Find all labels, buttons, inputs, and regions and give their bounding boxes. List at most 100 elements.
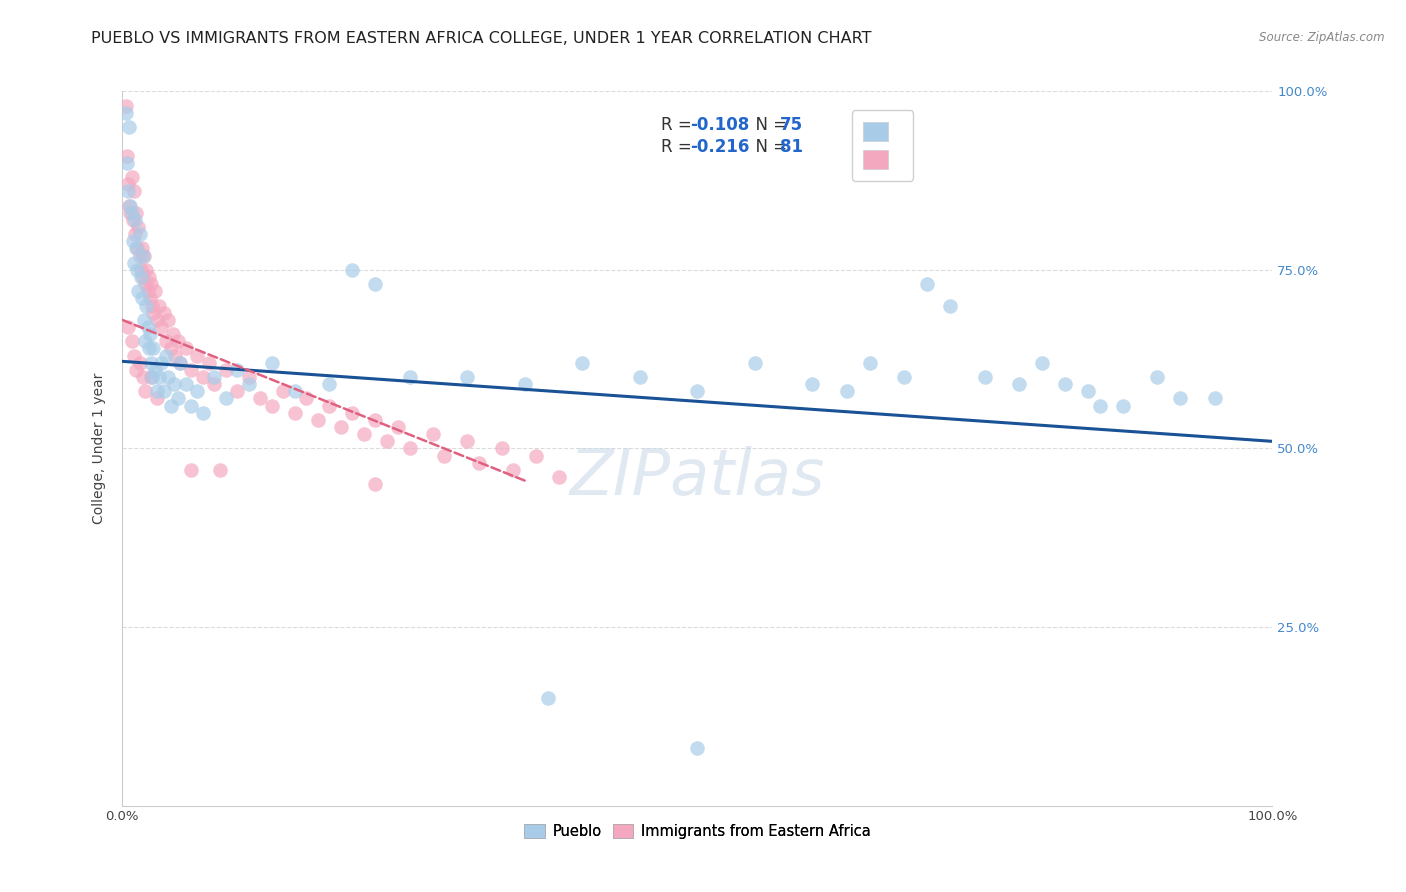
Point <box>125 242 148 256</box>
Point <box>148 370 170 384</box>
Point <box>260 356 283 370</box>
Point <box>134 313 156 327</box>
Point <box>134 249 156 263</box>
Point <box>163 377 186 392</box>
Point <box>117 178 139 192</box>
Point <box>859 356 882 370</box>
Point <box>422 427 444 442</box>
Point <box>115 148 138 162</box>
Point <box>155 349 177 363</box>
Point <box>131 242 153 256</box>
Point <box>202 370 225 384</box>
Point <box>127 285 149 299</box>
Point <box>150 356 173 370</box>
Point <box>917 277 939 292</box>
Point <box>744 356 766 370</box>
Point <box>1077 384 1099 399</box>
Point <box>150 320 173 334</box>
Text: -0.216: -0.216 <box>690 137 749 156</box>
Point <box>1112 399 1135 413</box>
Point <box>143 363 166 377</box>
Point <box>124 213 146 227</box>
Point <box>226 363 249 377</box>
Point <box>127 242 149 256</box>
Point <box>121 334 143 349</box>
Point <box>318 377 340 392</box>
Point <box>364 477 387 491</box>
Point <box>114 98 136 112</box>
Point <box>226 384 249 399</box>
Point <box>456 434 478 449</box>
Point <box>186 349 208 363</box>
Point <box>157 313 180 327</box>
Point <box>139 356 162 370</box>
Point <box>273 384 295 399</box>
Point <box>128 249 150 263</box>
Point <box>893 370 915 384</box>
Point <box>127 220 149 235</box>
Point <box>686 741 709 756</box>
Point <box>1088 399 1111 413</box>
Point <box>148 299 170 313</box>
Point <box>284 406 307 420</box>
Point <box>128 356 150 370</box>
Point <box>329 420 352 434</box>
Point <box>134 277 156 292</box>
Point <box>974 370 997 384</box>
Point <box>135 263 157 277</box>
Point <box>139 277 162 292</box>
Point <box>166 392 188 406</box>
Point <box>141 299 163 313</box>
Point <box>121 206 143 220</box>
Text: -0.108: -0.108 <box>690 116 749 135</box>
Point <box>142 342 165 356</box>
Point <box>260 399 283 413</box>
Point <box>686 384 709 399</box>
Text: N =: N = <box>745 116 792 135</box>
Point <box>1008 377 1031 392</box>
Point <box>399 370 422 384</box>
Point <box>202 377 225 392</box>
Point <box>537 691 560 706</box>
Point <box>387 420 409 434</box>
Point <box>191 370 214 384</box>
Point <box>342 406 364 420</box>
Point <box>120 206 142 220</box>
Point <box>180 399 202 413</box>
Point <box>502 463 524 477</box>
Point <box>122 185 145 199</box>
Point <box>174 377 197 392</box>
Point <box>143 285 166 299</box>
Point <box>132 370 155 384</box>
Point <box>139 327 162 342</box>
Point <box>399 442 422 456</box>
Point <box>548 470 571 484</box>
Point <box>155 334 177 349</box>
Point <box>1031 356 1053 370</box>
Point <box>121 213 143 227</box>
Point <box>353 427 375 442</box>
Legend: Pueblo, Immigrants from Eastern Africa: Pueblo, Immigrants from Eastern Africa <box>519 818 876 845</box>
Point <box>128 227 150 242</box>
Point <box>136 285 159 299</box>
Point <box>571 356 593 370</box>
Point <box>152 306 174 320</box>
Point <box>180 463 202 477</box>
Point <box>127 263 149 277</box>
Point <box>628 370 651 384</box>
Text: 81: 81 <box>780 137 803 156</box>
Point <box>238 370 260 384</box>
Point <box>121 170 143 185</box>
Point <box>801 377 824 392</box>
Point <box>124 227 146 242</box>
Point <box>835 384 858 399</box>
Point <box>136 320 159 334</box>
Point <box>284 384 307 399</box>
Point <box>524 449 547 463</box>
Point <box>209 463 232 477</box>
Point <box>114 105 136 120</box>
Text: ZIPatlas: ZIPatlas <box>569 446 825 508</box>
Point <box>117 185 139 199</box>
Point <box>125 206 148 220</box>
Point <box>146 313 169 327</box>
